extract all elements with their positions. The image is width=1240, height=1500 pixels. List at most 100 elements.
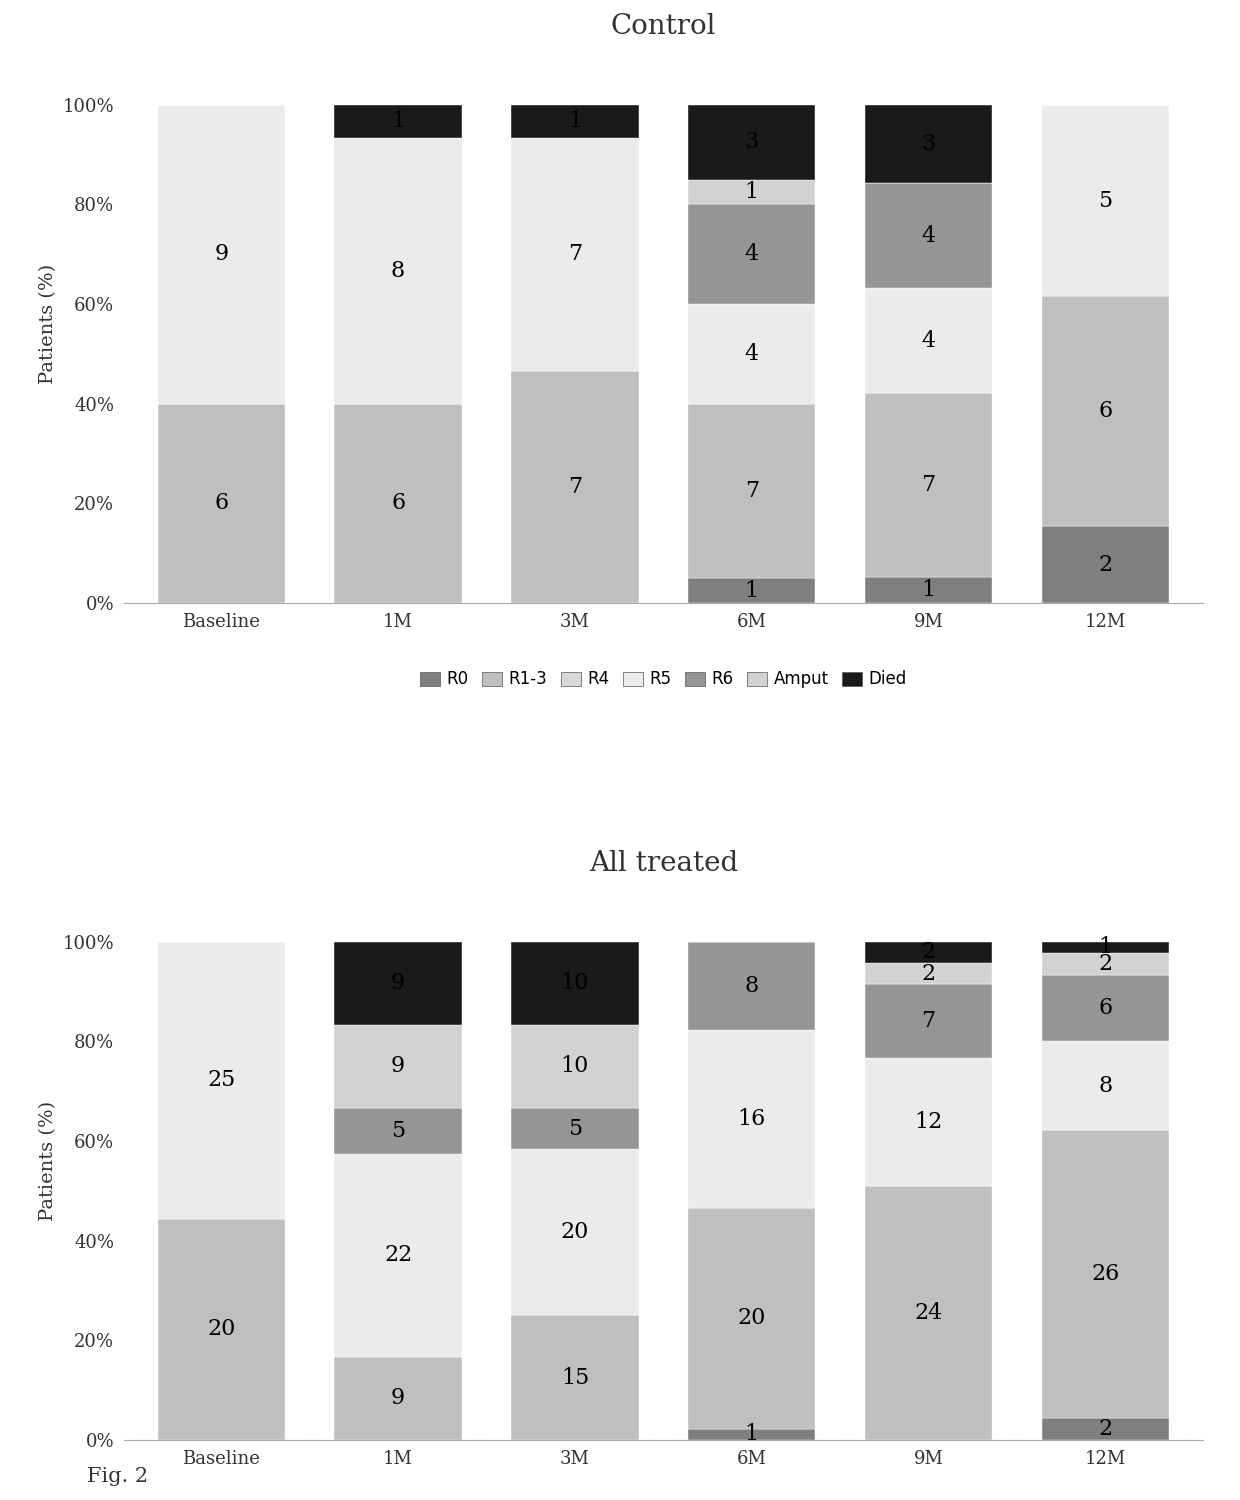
Bar [335,105,461,138]
Text: 2: 2 [921,942,936,963]
Text: 4: 4 [921,330,936,352]
Text: 9: 9 [215,243,228,266]
Text: 6: 6 [391,492,405,514]
Text: 4: 4 [921,225,936,248]
Bar [866,183,992,288]
Bar [688,578,816,603]
Bar [866,1185,992,1440]
Bar [688,942,816,1030]
Bar [511,1024,639,1108]
Text: 7: 7 [921,474,936,496]
Bar [1042,105,1169,297]
Bar [866,1059,992,1185]
Bar [511,942,639,1024]
Bar [866,578,992,603]
Text: 6: 6 [215,492,228,514]
Bar [335,404,461,603]
Bar [688,204,816,304]
Bar [1042,952,1169,975]
Text: 3: 3 [745,130,759,153]
Bar [511,1149,639,1316]
Bar [688,1430,816,1440]
Bar [1042,1130,1169,1418]
Y-axis label: Patients (%): Patients (%) [40,1101,57,1221]
Text: 8: 8 [391,260,405,282]
Text: 25: 25 [207,1070,236,1090]
Text: 2: 2 [1099,1418,1112,1440]
Bar [511,1316,639,1440]
Text: 26: 26 [1091,1263,1120,1286]
Bar [511,138,639,370]
Bar [866,963,992,984]
Text: 6: 6 [1099,998,1112,1018]
Text: Fig. 2: Fig. 2 [87,1467,148,1486]
Text: 7: 7 [745,480,759,502]
Bar [1042,1418,1169,1440]
Legend: R0, R1-3, R4, R5, R6, Amput, Died: R0, R1-3, R4, R5, R6, Amput, Died [413,664,914,694]
Bar [335,1024,461,1108]
Text: 15: 15 [560,1366,589,1389]
Text: 1: 1 [745,579,759,602]
Y-axis label: Patients (%): Patients (%) [40,264,57,384]
Bar [1042,942,1169,952]
Text: 9: 9 [391,1388,405,1410]
Bar [157,105,285,404]
Bar [157,404,285,603]
Text: 1: 1 [568,111,582,132]
Bar [1042,975,1169,1041]
Bar [866,393,992,578]
Text: 4: 4 [745,344,759,364]
Bar [157,942,285,1218]
Bar [866,105,992,183]
Bar [1042,1041,1169,1130]
Text: 8: 8 [745,975,759,998]
Text: 2: 2 [1099,952,1112,975]
Bar [335,138,461,404]
Bar [688,1208,816,1429]
Text: 7: 7 [568,243,582,266]
Bar [511,105,639,138]
Text: 20: 20 [738,1306,766,1329]
Bar [1042,526,1169,603]
Bar [688,404,816,578]
Text: 20: 20 [560,1221,589,1244]
Text: 12: 12 [915,1112,942,1132]
Text: 3: 3 [921,134,936,154]
Bar [335,942,461,1024]
Text: 16: 16 [738,1108,766,1130]
Text: 1: 1 [1099,936,1112,958]
Bar [688,1030,816,1208]
Title: Control: Control [610,13,717,40]
Bar [511,1108,639,1149]
Bar [688,105,816,180]
Text: 6: 6 [1099,400,1112,423]
Text: 1: 1 [921,579,936,602]
Text: 5: 5 [391,1120,405,1142]
Text: 9: 9 [391,972,405,994]
Text: 7: 7 [921,1011,936,1032]
Bar [1042,297,1169,526]
Title: All treated: All treated [589,850,738,877]
Text: 5: 5 [1099,189,1112,211]
Text: 10: 10 [560,1056,589,1077]
Bar [157,1218,285,1440]
Text: 1: 1 [745,1424,759,1446]
Text: 22: 22 [384,1245,412,1266]
Bar [688,304,816,404]
Bar [335,1154,461,1358]
Bar [866,288,992,393]
Text: 1: 1 [745,182,759,203]
Bar [866,984,992,1059]
Bar [511,370,639,603]
Bar [688,180,816,204]
Text: 8: 8 [1099,1074,1112,1096]
Text: 2: 2 [1099,554,1112,576]
Text: 4: 4 [745,243,759,266]
Text: 5: 5 [568,1118,582,1140]
Bar [335,1108,461,1154]
Text: 9: 9 [391,1056,405,1077]
Text: 1: 1 [391,111,405,132]
Text: 2: 2 [921,963,936,984]
Bar [866,942,992,963]
Bar [335,1358,461,1440]
